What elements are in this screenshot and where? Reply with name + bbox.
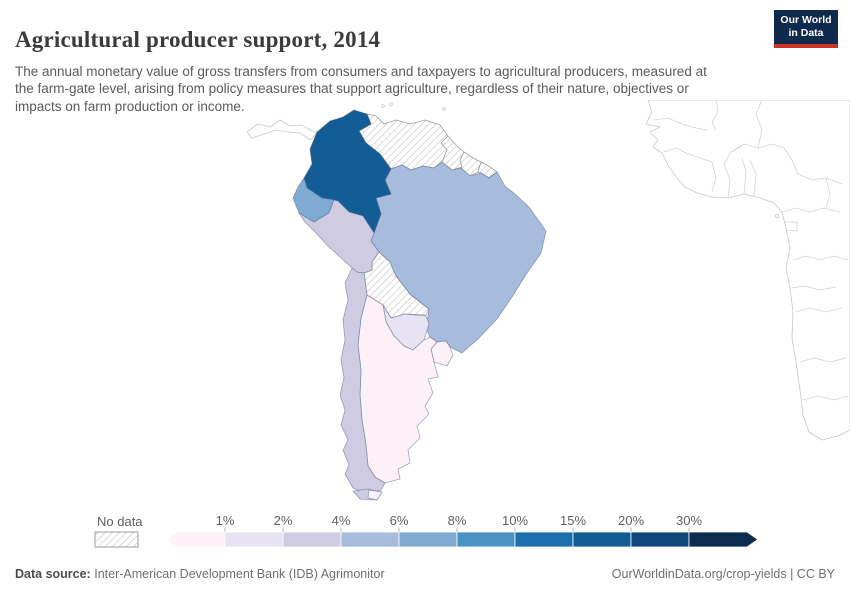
bioko-island [775, 214, 780, 219]
map-legend: No data 1% 2% 4% 6% 8% 10% 15% 20% 30% [0, 510, 850, 562]
legend-color-segment[interactable] [688, 531, 759, 548]
legend-color-segment[interactable] [166, 531, 226, 548]
caribbean-island [442, 107, 446, 111]
chart-footer: Data source: Inter-American Development … [15, 567, 835, 581]
legend-tick-label: 6% [390, 513, 409, 528]
central-america-outline [246, 119, 318, 141]
data-source-value: Inter-American Development Bank (IDB) Ag… [94, 567, 385, 581]
legend-color-segment[interactable] [456, 531, 516, 548]
legend-tick-label: 20% [618, 513, 644, 528]
legend-color-segment[interactable] [398, 531, 458, 548]
legend-tick-label: 10% [502, 513, 528, 528]
legend-tick-label: 2% [274, 513, 293, 528]
attribution-link[interactable]: OurWorldinData.org/crop-yields | CC BY [611, 567, 835, 581]
legend-color-segment[interactable] [224, 531, 284, 548]
legend-tick-label: 30% [676, 513, 702, 528]
legend-color-segment[interactable] [340, 531, 400, 548]
legend-color-bar: 1% 2% 4% 6% 8% 10% 15% 20% 30% [166, 513, 759, 548]
chart-subtitle: The annual monetary value of gross trans… [15, 63, 707, 115]
page-title: Agricultural producer support, 2014 [15, 27, 381, 53]
caribbean-island [381, 104, 385, 108]
legend-color-segment[interactable] [572, 531, 632, 548]
africa-outline [645, 100, 850, 441]
legend-tick-label: 4% [332, 513, 351, 528]
data-source-line: Data source: Inter-American Development … [15, 567, 385, 581]
country-peru[interactable] [298, 199, 380, 274]
legend-no-data-swatch[interactable] [94, 531, 139, 548]
owid-logo[interactable]: Our World in Data [774, 10, 838, 48]
legend-tick-label: 1% [216, 513, 235, 528]
legend-color-segment[interactable] [282, 531, 342, 548]
map-canvas [0, 100, 850, 510]
data-source-label: Data source: [15, 567, 91, 581]
legend-tick-label: 8% [448, 513, 467, 528]
logo-line-2: in Data [788, 27, 824, 39]
legend-no-data-label: No data [97, 514, 143, 529]
legend-color-segment[interactable] [514, 531, 574, 548]
legend-tick-label: 15% [560, 513, 586, 528]
country-tierra-del-fuego-argentina[interactable] [367, 489, 383, 501]
caribbean-island [389, 102, 393, 106]
logo-line-1: Our World [780, 13, 832, 26]
legend-color-segment[interactable] [630, 531, 690, 548]
